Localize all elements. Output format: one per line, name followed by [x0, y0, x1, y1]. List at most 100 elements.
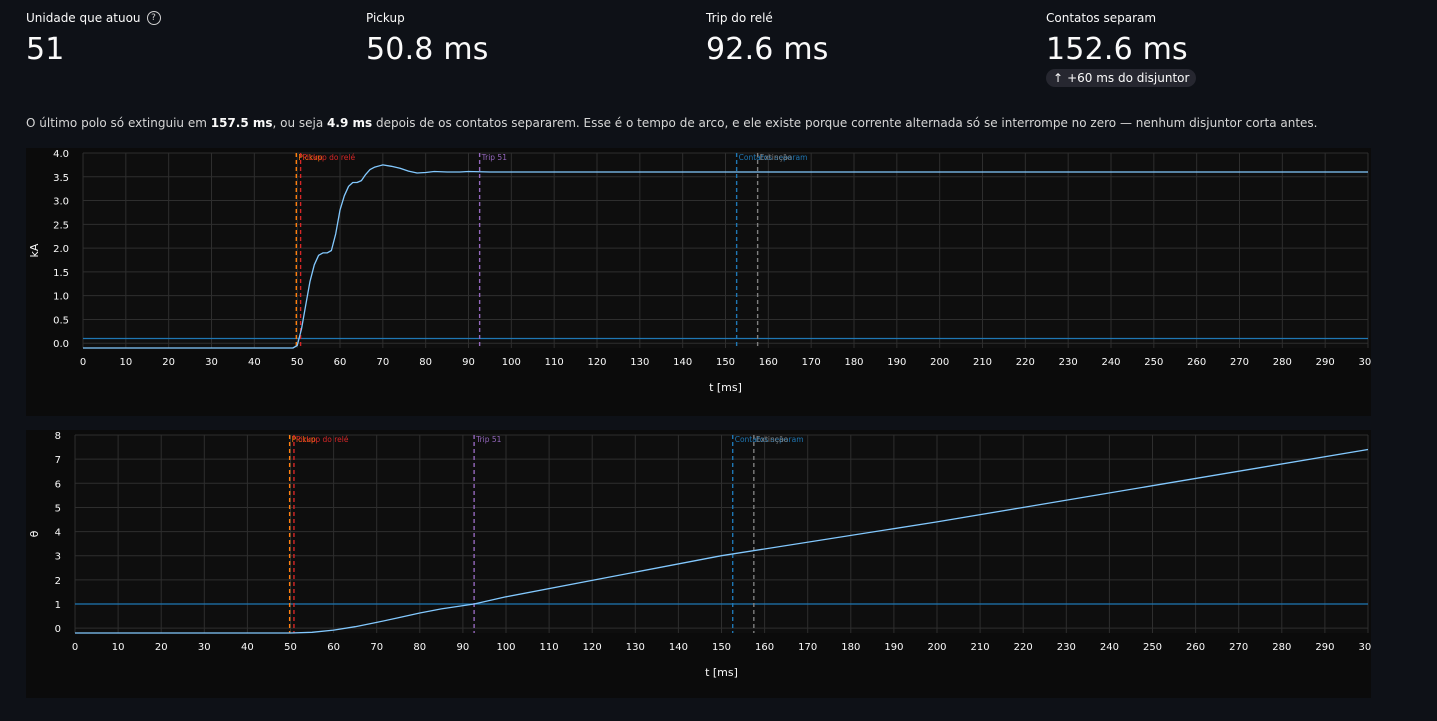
y-tick-label: 1.5: [53, 268, 69, 279]
series-line: [75, 448, 1369, 634]
x-tick-label: 230: [1059, 357, 1078, 368]
y-tick-label: 4: [55, 528, 61, 539]
x-tick-label: 50: [291, 357, 304, 368]
x-tick-label: 190: [884, 642, 903, 653]
x-tick-label: 60: [327, 642, 340, 653]
event-label: Pickup: [292, 435, 316, 444]
arc-time-note: O último polo só extinguiu em 157.5 ms, …: [26, 116, 1317, 130]
x-tick-label: 40: [248, 357, 261, 368]
y-tick-label: 7: [55, 455, 61, 466]
metric-trip-label: Trip do relé: [706, 11, 773, 25]
event-label: Extinção: [760, 153, 793, 162]
x-tick-label: 150: [716, 357, 735, 368]
x-tick-label: 290: [1316, 357, 1335, 368]
x-tick-label: 250: [1143, 642, 1162, 653]
x-tick-label: 200: [927, 642, 946, 653]
y-tick-label: 2: [55, 576, 61, 587]
x-tick-label: 160: [759, 357, 778, 368]
metric-unit: Unidade que atuou ? 51: [26, 10, 161, 67]
x-tick-label: 210: [973, 357, 992, 368]
x-tick-label: 180: [844, 357, 863, 368]
x-tick-label: 70: [376, 357, 389, 368]
event-label: Extinção: [756, 435, 789, 444]
x-tick-label: 0: [80, 357, 86, 368]
x-tick-label: 70: [370, 642, 383, 653]
note-extinction-time: 157.5 ms: [210, 116, 273, 130]
y-tick-label: 2.0: [53, 244, 69, 255]
x-tick-label: 100: [502, 357, 521, 368]
event-label: Contatos separam: [739, 153, 808, 162]
x-tick-label: 120: [583, 642, 602, 653]
metric-contacts-label: Contatos separam: [1046, 11, 1157, 25]
metric-delta-text: +60 ms do disjuntor: [1067, 71, 1190, 85]
x-tick-label: 10: [112, 642, 125, 653]
metric-delta-badge: ↑ +60 ms do disjuntor: [1046, 69, 1197, 87]
x-tick-label: 240: [1100, 642, 1119, 653]
y-tick-label: 6: [55, 479, 61, 490]
y-tick-label: 4.0: [53, 149, 69, 160]
note-text-3: depois de os contatos separarem. Esse é …: [372, 116, 1318, 130]
metric-contacts-value: 152.6 ms: [1046, 32, 1188, 67]
x-tick-label: 80: [413, 642, 426, 653]
note-text-1: O último polo só extinguiu em: [26, 116, 211, 130]
metric-pickup-label: Pickup: [366, 11, 405, 25]
metric-pickup: Pickup 50.8 ms: [366, 10, 489, 67]
x-tick-label: 110: [540, 642, 559, 653]
x-tick-label: 150: [712, 642, 731, 653]
x-tick-label: 190: [887, 357, 906, 368]
x-tick-label: 20: [155, 642, 168, 653]
current-chart[interactable]: 0 10 20 30 40 50 60 70 80 90 100 110 120 130 140 150 160…: [26, 148, 1378, 416]
x-tick-label: 60: [334, 357, 347, 368]
x-tick-label: 230: [1057, 642, 1076, 653]
event-label: Pickup do relé: [303, 153, 356, 162]
x-tick-label: 50: [284, 642, 297, 653]
y-tick-label: 3: [55, 552, 61, 563]
x-tick-label: 20: [162, 357, 175, 368]
thermal-chart-container: 0 10 20 30 40 50 60 70 80 90 100 110 120 130 140 150 160…: [26, 430, 1378, 698]
x-tick-label: 0: [72, 642, 78, 653]
x-tick-label: 300: [1358, 357, 1371, 368]
x-tick-label: 200: [930, 357, 949, 368]
metric-pickup-value: 50.8 ms: [366, 32, 489, 67]
thermal-chart[interactable]: 0 10 20 30 40 50 60 70 80 90 100 110 120 130 140 150 160…: [26, 430, 1378, 698]
x-tick-label: 40: [241, 642, 254, 653]
x-tick-label: 110: [545, 357, 564, 368]
event-label: Contatos separam: [735, 435, 804, 444]
help-icon[interactable]: ?: [146, 11, 161, 25]
arrow-up-icon: ↑: [1053, 71, 1064, 85]
x-tick-label: 160: [755, 642, 774, 653]
x-tick-label: 130: [626, 642, 645, 653]
x-tick-label: 10: [119, 357, 132, 368]
x-axis-label: t [ms]: [709, 381, 742, 394]
x-tick-label: 140: [669, 642, 688, 653]
current-chart-container: 0 10 20 30 40 50 60 70 80 90 100 110 120 130 140 150 160…: [26, 148, 1378, 416]
x-axis-label: t [ms]: [705, 666, 738, 679]
x-tick-label: 250: [1144, 357, 1163, 368]
x-tick-label: 180: [841, 642, 860, 653]
y-tick-label: 2.5: [53, 220, 69, 231]
x-tick-label: 30: [205, 357, 218, 368]
event-label: Trip 51: [481, 153, 508, 162]
y-axis-label: kA: [28, 243, 41, 257]
event-label: Pickup do relé: [296, 435, 349, 444]
x-tick-label: 90: [462, 357, 475, 368]
y-tick-label: 3.0: [53, 197, 69, 208]
y-tick-label: 1: [55, 600, 61, 611]
x-tick-label: 270: [1230, 357, 1249, 368]
x-tick-label: 270: [1229, 642, 1248, 653]
note-text-2: , ou seja: [272, 116, 328, 130]
y-axis-label: θ: [28, 530, 41, 537]
x-tick-label: 130: [630, 357, 649, 368]
event-label: Trip 51: [475, 435, 502, 444]
x-tick-label: 300: [1358, 642, 1371, 653]
x-tick-label: 170: [802, 357, 821, 368]
x-tick-label: 260: [1186, 642, 1205, 653]
x-tick-label: 100: [496, 642, 515, 653]
x-tick-label: 280: [1273, 357, 1292, 368]
metric-trip: Trip do relé 92.6 ms: [706, 10, 829, 67]
x-tick-label: 280: [1272, 642, 1291, 653]
x-tick-label: 240: [1101, 357, 1120, 368]
y-tick-label: 0: [55, 624, 61, 635]
x-tick-label: 140: [673, 357, 692, 368]
x-tick-label: 220: [1014, 642, 1033, 653]
